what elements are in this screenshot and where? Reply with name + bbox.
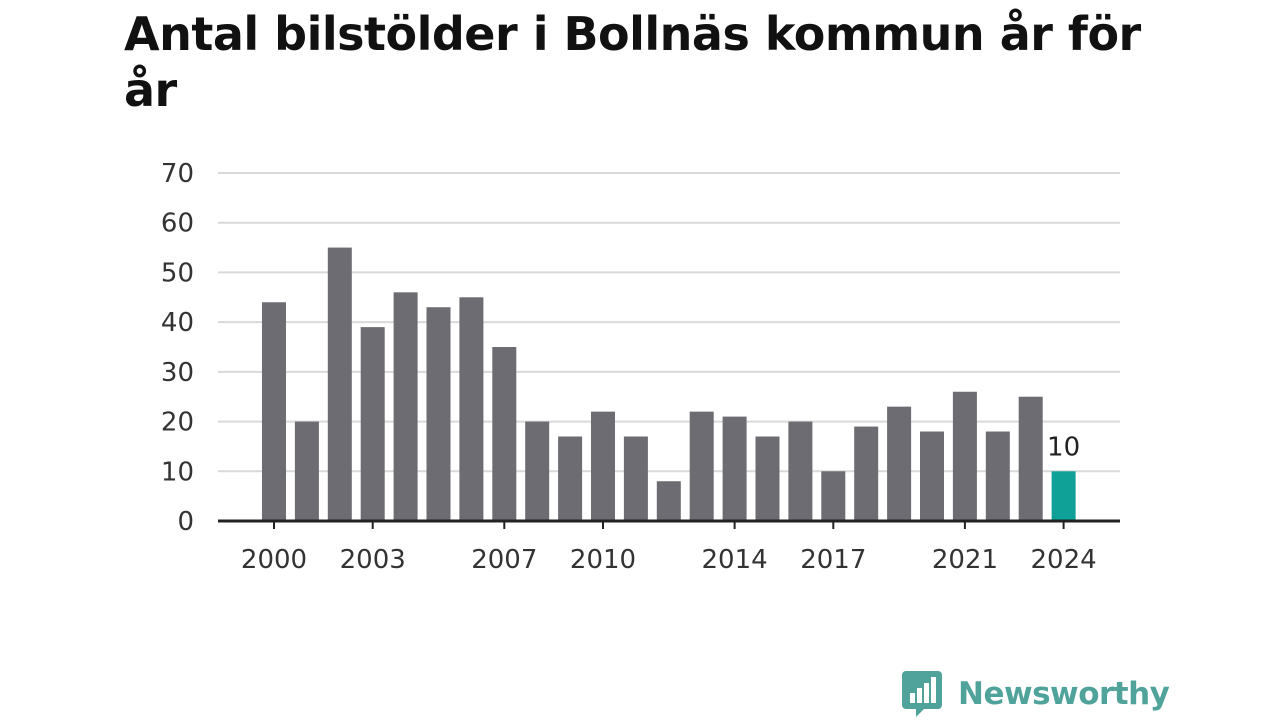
x-tick-label: 2000 — [241, 545, 307, 575]
bar-2022 — [985, 431, 1010, 521]
y-tick-label: 0 — [177, 507, 194, 537]
y-axis-tick-labels: 0 10 20 30 40 50 60 70 — [161, 159, 194, 537]
bar-2010 — [591, 411, 615, 521]
bar-2008 — [525, 421, 550, 521]
bar-2009 — [558, 436, 583, 521]
bar-2014 — [722, 416, 747, 521]
bar-2006 — [459, 297, 484, 521]
x-axis — [218, 519, 1120, 529]
y-tick-label: 50 — [161, 258, 194, 288]
bar-2015 — [755, 436, 780, 521]
y-tick-label: 40 — [161, 308, 194, 338]
bar-2004 — [393, 292, 418, 521]
bar-2002 — [327, 247, 352, 522]
x-tick-label: 2017 — [800, 545, 866, 575]
bar-2024 — [1051, 471, 1076, 521]
y-tick-label: 10 — [161, 457, 194, 487]
x-axis-tick-labels: 2000 2003 2007 2010 2014 2017 2021 2024 — [241, 545, 1097, 575]
bar-2021 — [952, 391, 977, 521]
brand-logo: Newsworthy — [902, 670, 1170, 718]
chart-title: Antal bilstölder i Bollnäs kommun år för… — [124, 7, 1141, 117]
x-tick-label: 2024 — [1031, 545, 1097, 575]
bar-2012 — [656, 481, 681, 521]
bar-2011 — [623, 436, 648, 521]
x-tick-label: 2010 — [570, 545, 636, 575]
bar-2001 — [294, 421, 319, 521]
x-tick-label: 2014 — [702, 545, 768, 575]
bar-chart: 0 10 20 30 40 50 60 70 2000 2003 2007 2010 2014 2017… — [161, 159, 1120, 575]
bar-2003 — [360, 327, 385, 521]
bar-2023 — [1018, 396, 1043, 521]
bar-2017 — [821, 471, 846, 521]
bar-2018 — [854, 426, 879, 521]
brand-name: Newsworthy — [958, 676, 1170, 712]
y-tick-label: 60 — [161, 209, 194, 239]
bar-2020 — [920, 431, 944, 521]
x-tick-label: 2021 — [932, 545, 998, 575]
bar-2019 — [887, 406, 912, 521]
y-tick-label: 70 — [161, 159, 194, 189]
bar-2005 — [426, 307, 451, 521]
bar-2000 — [262, 302, 286, 521]
data-labels: 10 — [1047, 432, 1080, 462]
newsworthy-logo-icon — [902, 671, 942, 717]
data-label-2024: 10 — [1047, 432, 1080, 462]
gridlines — [218, 172, 1120, 473]
y-tick-label: 20 — [161, 408, 194, 438]
bars — [262, 247, 1076, 522]
bar-2007 — [492, 347, 517, 521]
bar-2016 — [788, 421, 813, 521]
y-tick-label: 30 — [161, 358, 194, 388]
x-tick-label: 2003 — [340, 545, 406, 575]
bar-2013 — [689, 411, 714, 521]
x-tick-label: 2007 — [471, 545, 537, 575]
